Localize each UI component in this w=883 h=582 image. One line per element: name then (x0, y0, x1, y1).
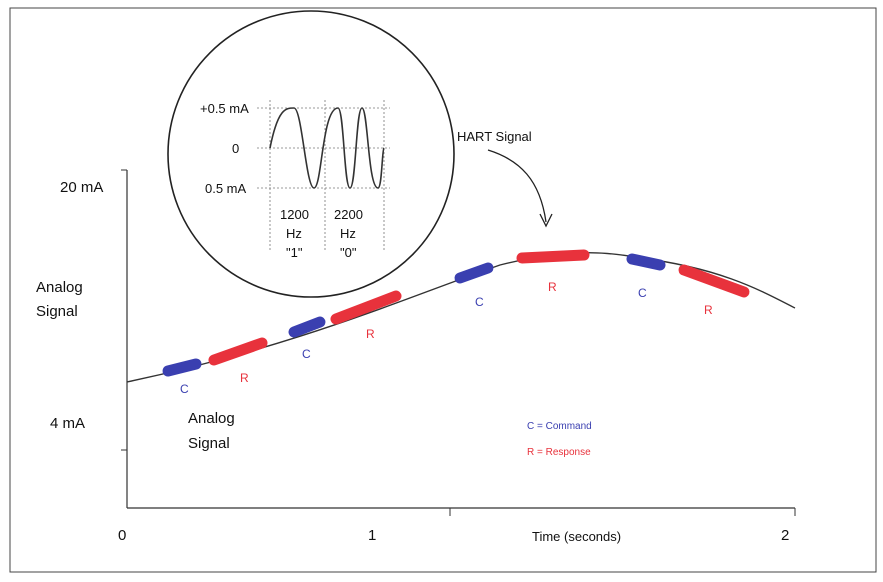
inset-label-neg: 0.5 mA (205, 181, 247, 196)
response-burst-1 (208, 337, 268, 366)
freq2-line3: "0" (340, 245, 357, 260)
response-burst-2 (330, 290, 402, 325)
command-burst-1 (162, 358, 202, 377)
curve-label-line2: Signal (188, 435, 230, 452)
y-axis-title-line1: Analog (36, 279, 83, 296)
inset-label-pos: +0.5 mA (200, 101, 249, 116)
x-axis-title: Time (seconds) (532, 529, 621, 544)
freq2-line2: Hz (340, 226, 356, 241)
inset-label-zero: 0 (232, 141, 239, 156)
command-marker-2: C (302, 347, 311, 361)
response-marker-3: R (548, 280, 557, 294)
command-marker-1: C (180, 382, 189, 396)
x-tick-label-0: 0 (118, 527, 126, 544)
response-burst-3 (516, 249, 590, 264)
hart-arrow-head (539, 213, 553, 228)
inset-circle (167, 10, 455, 298)
x-tick-label-1: 1 (368, 527, 376, 544)
command-burst-2 (288, 316, 326, 338)
command-marker-3: C (475, 295, 484, 309)
command-burst-3 (454, 262, 494, 284)
hart-inset: +0.5 mA 0 0.5 mA 1200 Hz "1" 2200 Hz "0" (167, 10, 455, 298)
response-marker-4: R (704, 303, 713, 317)
freq1-line3: "1" (286, 245, 303, 260)
freq1-line2: Hz (286, 226, 302, 241)
command-burst-4 (626, 253, 666, 271)
legend: C = Command R = Response (527, 421, 592, 458)
freq1-line1: 1200 (280, 207, 309, 222)
response-marker-1: R (240, 371, 249, 385)
legend-response: R = Response (527, 447, 591, 458)
hart-waveform (269, 107, 385, 189)
y-label-20ma: 20 mA (60, 179, 103, 196)
hart-signal-label: HART Signal (457, 129, 532, 144)
curve-label-line1: Analog (188, 410, 235, 427)
hart-arrow-line (487, 149, 547, 223)
y-label-4ma: 4 mA (50, 415, 85, 432)
y-axis-title-line2: Signal (36, 303, 78, 320)
burst-markers: C R C R C R C R (180, 280, 713, 396)
legend-command: C = Command (527, 421, 592, 432)
response-burst-4 (678, 264, 750, 298)
freq2-line1: 2200 (334, 207, 363, 222)
x-tick-label-2: 2 (781, 527, 789, 544)
response-marker-2: R (366, 327, 375, 341)
frame-border (9, 7, 877, 573)
hart-bursts (162, 249, 750, 377)
command-marker-4: C (638, 286, 647, 300)
